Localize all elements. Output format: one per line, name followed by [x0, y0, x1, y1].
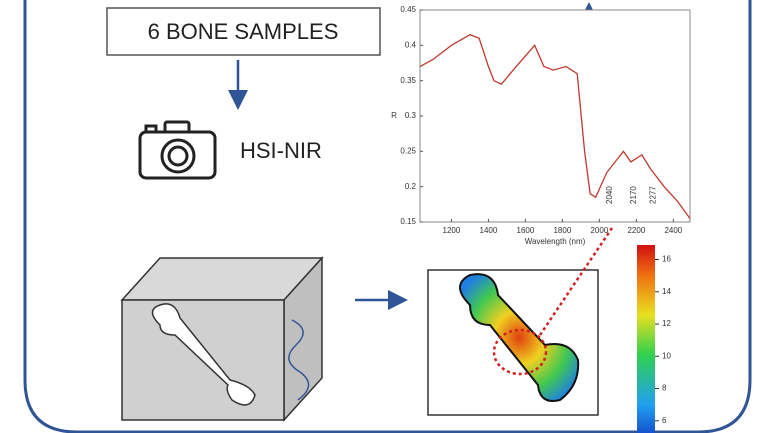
colorbar-tick-label: 6 — [662, 416, 667, 425]
y-tick-label: 0.25 — [400, 146, 416, 155]
y-tick-label: 0.3 — [405, 111, 417, 120]
y-tick-label: 0.15 — [400, 217, 416, 226]
peak-label: 2040 — [605, 186, 614, 204]
colorbar-tick-label: 10 — [662, 351, 671, 360]
y-tick-label: 0.4 — [405, 40, 417, 49]
spectrum-chart: 1200 1400 1600 1800 2000 2200 2400 0.15 0.2 0.25 0… — [391, 5, 691, 425]
y-tick-label: 0.2 — [405, 182, 417, 191]
x-tick-label: 1800 — [553, 226, 571, 235]
peak-label: 2170 — [629, 186, 638, 204]
x-tick-label: 2400 — [664, 226, 682, 235]
bone-map — [459, 273, 580, 402]
colorbar-tick-label: 14 — [662, 287, 671, 296]
colorbar-tick-label: 12 — [662, 319, 671, 328]
frame — [23, 0, 752, 433]
y-tick-label: 0.45 — [400, 5, 416, 14]
y-tick-label: 0.35 — [400, 76, 416, 85]
cube — [120, 256, 324, 422]
colorbar — [637, 245, 655, 433]
x-tick-label: 1600 — [517, 226, 535, 235]
y-axis-label: R — [391, 111, 397, 120]
samples-box — [106, 7, 381, 56]
samples-label: 6 BONE SAMPLES — [148, 19, 339, 44]
camera-icon — [138, 120, 217, 180]
colorbar-tick-label: 8 — [662, 384, 667, 393]
camera-label: HSI-NIR — [240, 138, 322, 163]
plot-area — [419, 9, 691, 223]
peak-label: 2277 — [649, 186, 658, 204]
x-tick-label: 2200 — [627, 226, 645, 235]
x-axis-label: Wavelength (nm) — [525, 237, 586, 246]
x-tick-label: 2000 — [590, 226, 608, 235]
roi — [492, 328, 548, 376]
colorbar-tick-label: 16 — [662, 255, 671, 264]
spectrum-line — [419, 34, 691, 219]
x-tick-label: 1400 — [480, 226, 498, 235]
x-tick-label: 1200 — [443, 226, 461, 235]
